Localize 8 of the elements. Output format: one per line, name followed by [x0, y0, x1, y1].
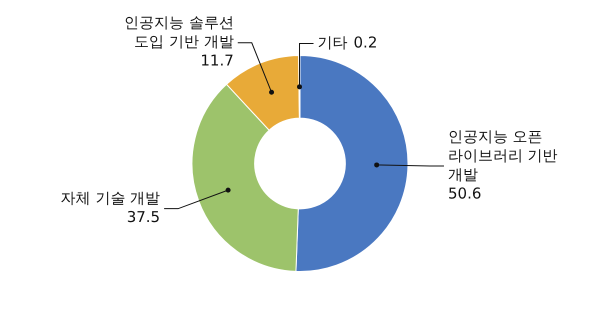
slice-label: 기타: [318, 33, 348, 52]
slice-label: 인공지능 오픈 라이브러리 기반 개발: [448, 127, 558, 184]
data-label: 11.7: [200, 52, 234, 70]
data-label: 50.6: [448, 184, 482, 202]
slice-label: 인공지능 솔루션 도입 기반 개발: [124, 14, 234, 51]
data-label: 37.5: [126, 208, 160, 226]
data-label: 0.2: [354, 33, 378, 52]
slice-label: 자체 기술 개발: [60, 189, 160, 208]
